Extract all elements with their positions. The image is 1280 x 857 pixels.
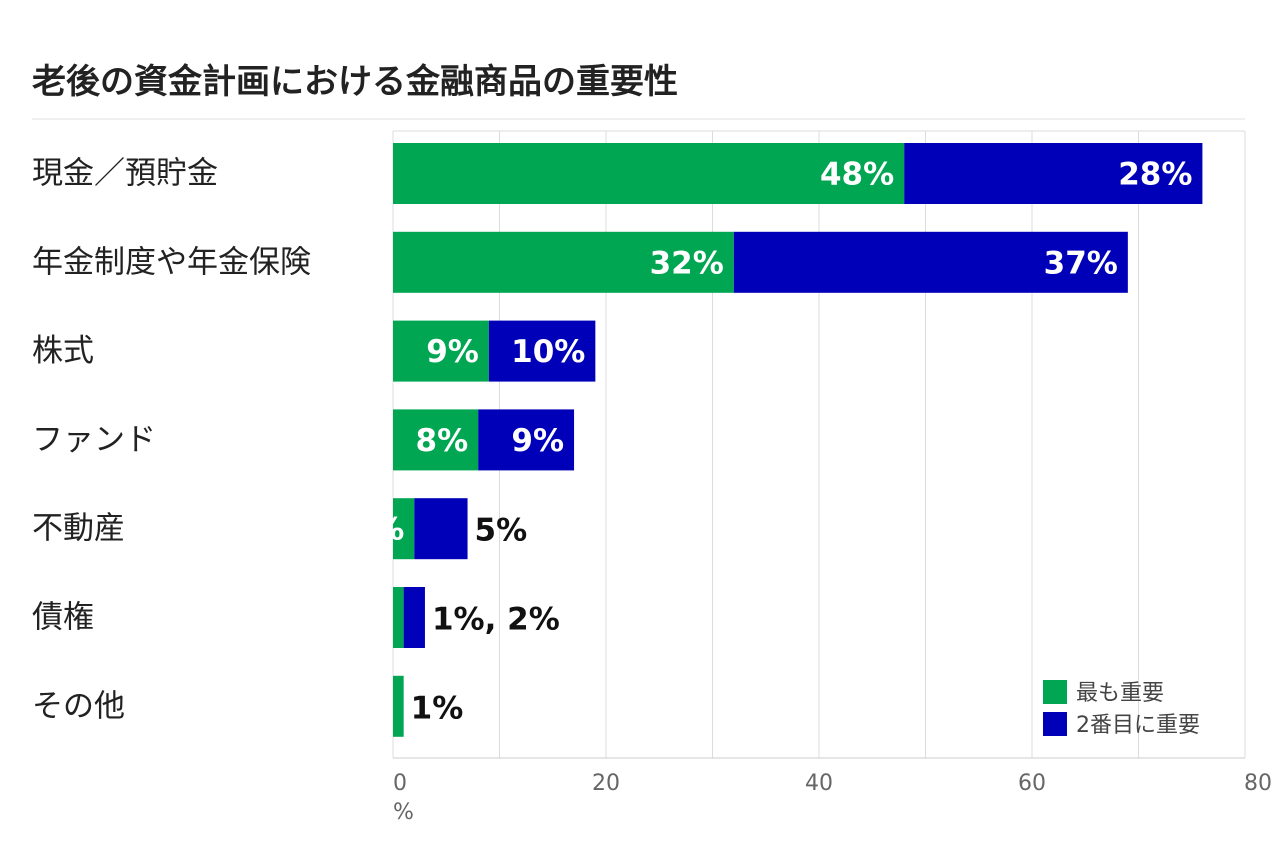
bar-value-label: 37% xyxy=(1044,245,1118,281)
bar-segment xyxy=(414,498,468,560)
bar-value-label: 2% xyxy=(352,512,405,548)
bar-value-label: 28% xyxy=(1118,157,1192,193)
category-label: 株式 xyxy=(32,333,94,369)
bar-value-label: 48% xyxy=(820,157,894,193)
legend-swatch xyxy=(1043,712,1067,736)
legend-swatch xyxy=(1043,680,1067,704)
bar-segment xyxy=(393,320,489,382)
category-label: ファンド xyxy=(32,422,156,458)
x-tick-label: 0 xyxy=(393,771,407,796)
bar-value-label: 9% xyxy=(511,423,564,459)
bar-segment xyxy=(393,587,404,648)
bar-segment xyxy=(904,143,1203,204)
bar-value-label: 10% xyxy=(511,334,585,370)
bar-segment xyxy=(733,231,1128,293)
legend: 最も重要 2番目に重要 xyxy=(1043,680,1200,738)
bar-segment xyxy=(403,587,425,648)
x-tick-label: 40 xyxy=(805,771,833,796)
bars: 現金／預貯金 48% 28% 年金制度や年金保険 32% 37% 株式 9% 10% ファンド 8%… xyxy=(32,143,1203,737)
category-label: 年金制度や年金保険 xyxy=(32,244,311,280)
category-label: 現金／預貯金 xyxy=(32,156,218,192)
chart-title: 老後の資金計画における金融商品の重要性 xyxy=(32,62,678,102)
x-axis-label: % xyxy=(393,800,414,825)
category-label: 不動産 xyxy=(32,511,125,547)
bar-segment xyxy=(393,231,734,293)
bar-value-label-outside: 1%, 2% xyxy=(432,602,560,638)
bar-segment xyxy=(393,498,415,560)
category-label: その他 xyxy=(32,688,125,724)
bar-segment xyxy=(393,143,905,204)
x-tick-label: 60 xyxy=(1018,771,1046,796)
bar-segment xyxy=(393,409,479,471)
bar-value-label: 32% xyxy=(650,245,724,281)
bar-value-label-outside: 5% xyxy=(475,513,528,549)
bar-segment xyxy=(393,675,404,737)
bar-segment xyxy=(478,409,575,471)
bar-segment xyxy=(488,320,596,382)
legend-label: 最も重要 xyxy=(1076,681,1164,706)
bar-value-label-outside: 1% xyxy=(411,690,464,726)
legend-label: 2番目に重要 xyxy=(1076,713,1200,738)
x-axis: % 0 20 40 60 80 xyxy=(393,771,1272,825)
x-tick-label: 20 xyxy=(592,771,620,796)
bar-value-label: 8% xyxy=(416,423,469,459)
x-tick-label: 80 xyxy=(1244,771,1272,796)
bar-value-label: 9% xyxy=(426,334,479,370)
category-label: 債権 xyxy=(32,600,94,636)
